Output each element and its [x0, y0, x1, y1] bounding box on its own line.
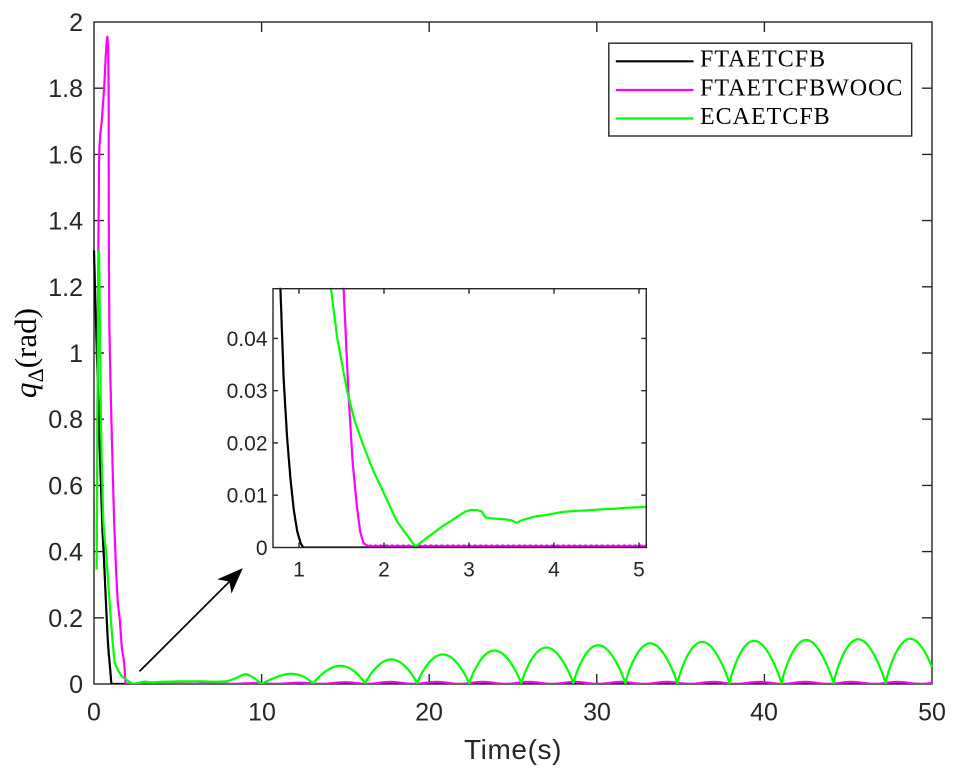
svg-text:1: 1 — [69, 340, 83, 368]
svg-text:1.2: 1.2 — [48, 274, 83, 302]
svg-text:0.04: 0.04 — [227, 328, 268, 351]
svg-text:10: 10 — [248, 699, 276, 727]
svg-text:1.8: 1.8 — [48, 75, 83, 103]
svg-text:0.2: 0.2 — [48, 605, 83, 633]
svg-text:FTAETCFB: FTAETCFB — [700, 47, 826, 73]
svg-text:FTAETCFBWOOC: FTAETCFBWOOC — [700, 75, 903, 101]
svg-text:0.02: 0.02 — [227, 432, 268, 455]
svg-text:1.6: 1.6 — [48, 141, 83, 169]
svg-text:40: 40 — [750, 699, 778, 727]
svg-text:qΔ(rad): qΔ(rad) — [8, 308, 48, 398]
svg-text:1: 1 — [293, 559, 305, 582]
svg-text:0: 0 — [87, 699, 101, 727]
svg-text:5: 5 — [633, 559, 645, 582]
svg-text:4: 4 — [548, 559, 560, 582]
svg-text:0.03: 0.03 — [227, 380, 268, 403]
svg-text:0.4: 0.4 — [48, 539, 83, 567]
svg-text:1.4: 1.4 — [48, 208, 83, 236]
svg-text:0.01: 0.01 — [227, 485, 268, 508]
svg-text:2: 2 — [378, 559, 390, 582]
svg-text:0: 0 — [69, 671, 83, 699]
svg-text:ECAETCFB: ECAETCFB — [700, 104, 831, 130]
svg-text:20: 20 — [415, 699, 443, 727]
svg-text:0.6: 0.6 — [48, 472, 83, 500]
svg-text:3: 3 — [463, 559, 475, 582]
svg-text:50: 50 — [918, 699, 946, 727]
svg-text:0: 0 — [256, 537, 268, 560]
svg-text:30: 30 — [583, 699, 611, 727]
svg-text:Time(s): Time(s) — [464, 734, 562, 765]
svg-text:0.8: 0.8 — [48, 406, 83, 434]
svg-text:2: 2 — [69, 9, 83, 37]
